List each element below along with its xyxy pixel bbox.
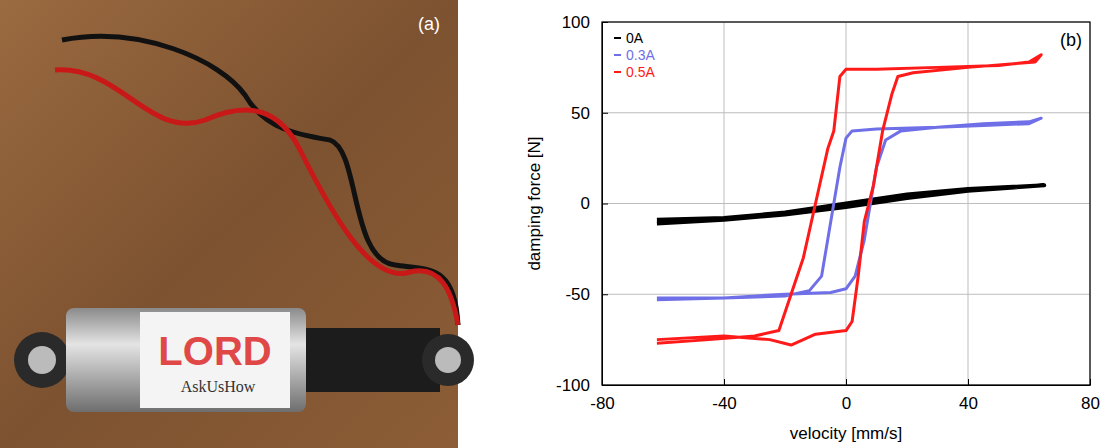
- brand: LORD: [158, 329, 271, 373]
- x-tick: 80: [1081, 379, 1100, 413]
- bushing-left: [28, 346, 56, 374]
- y-tick-label: 100: [562, 13, 590, 32]
- chart-panel: -80 -40 0 40 80 -100 -50 0 50 100 velocity [mm/s] d…: [525, 13, 1100, 443]
- label-sticker: [140, 312, 290, 408]
- x-tick-label: 0: [842, 394, 851, 413]
- plot-area: [602, 22, 1090, 385]
- legend-label: 0.3A: [626, 47, 655, 63]
- panel-label: (a): [418, 14, 440, 34]
- x-tick-label: -80: [590, 394, 615, 413]
- legend-swatch: [614, 54, 621, 56]
- y-axis: -100 -50 0 50 100: [556, 13, 608, 395]
- x-tick-label: 40: [959, 394, 978, 413]
- panel-label: (b): [1060, 30, 1082, 50]
- grid-line-y: [602, 294, 1090, 295]
- y-tick: 0: [581, 194, 608, 213]
- y-tick-mark: [602, 204, 608, 205]
- y-tick: 50: [571, 104, 608, 123]
- x-tick-mark: [968, 379, 969, 385]
- x-tick-mark: [846, 379, 847, 385]
- x-tick-mark: [1090, 379, 1091, 385]
- legend: 0A0.3A0.5A: [614, 30, 655, 80]
- eye-right: [422, 334, 474, 386]
- y-tick-label: -50: [565, 285, 590, 304]
- wire-red: [55, 70, 458, 325]
- legend-label: 0A: [626, 30, 644, 46]
- y-tick-mark: [602, 113, 608, 114]
- x-tick-label: 80: [1081, 394, 1100, 413]
- y-tick: -100: [556, 376, 608, 395]
- series-line: [657, 55, 1041, 345]
- legend-label: 0.5A: [626, 64, 655, 80]
- x-tick: 40: [959, 379, 978, 413]
- grid-line-y: [602, 112, 1090, 113]
- x-tick-mark: [724, 379, 725, 385]
- series-group: [657, 55, 1044, 345]
- y-tick-label: 0: [581, 194, 590, 213]
- grid: [602, 22, 1090, 385]
- legend-swatch: [614, 71, 621, 73]
- cylinder: [66, 308, 306, 412]
- x-axis-title: velocity [mm/s]: [790, 424, 902, 443]
- photo-background: [0, 0, 458, 448]
- figure: LORD AskUsHow (a) -80 -40 0 40 80 -100 -50 0 50 100 v…: [0, 0, 1120, 448]
- y-tick-label: 50: [571, 104, 590, 123]
- y-tick: -50: [565, 285, 608, 304]
- x-tick: 0: [842, 379, 851, 413]
- tagline: AskUsHow: [181, 378, 256, 395]
- y-tick-mark: [602, 294, 608, 295]
- y-tick: 100: [562, 13, 608, 32]
- y-axis-title: damping force [N]: [525, 136, 544, 270]
- series-line: [657, 118, 1041, 300]
- x-tick: -40: [712, 379, 737, 413]
- y-tick-label: -100: [556, 376, 590, 395]
- y-tick-mark: [602, 22, 608, 23]
- x-axis: -80 -40 0 40 80: [590, 379, 1100, 413]
- x-tick-label: -40: [712, 394, 737, 413]
- eye-left: [14, 332, 70, 388]
- bushing-right: [435, 347, 461, 373]
- x-axis-line: [603, 385, 1091, 386]
- legend-swatch: [614, 37, 621, 39]
- rod-body: [300, 328, 440, 392]
- plot-frame: [602, 22, 1090, 385]
- y-tick-mark: [602, 385, 608, 386]
- series-line: [657, 185, 1044, 223]
- photo-panel: LORD AskUsHow (a): [0, 0, 474, 448]
- wire-black: [62, 36, 458, 325]
